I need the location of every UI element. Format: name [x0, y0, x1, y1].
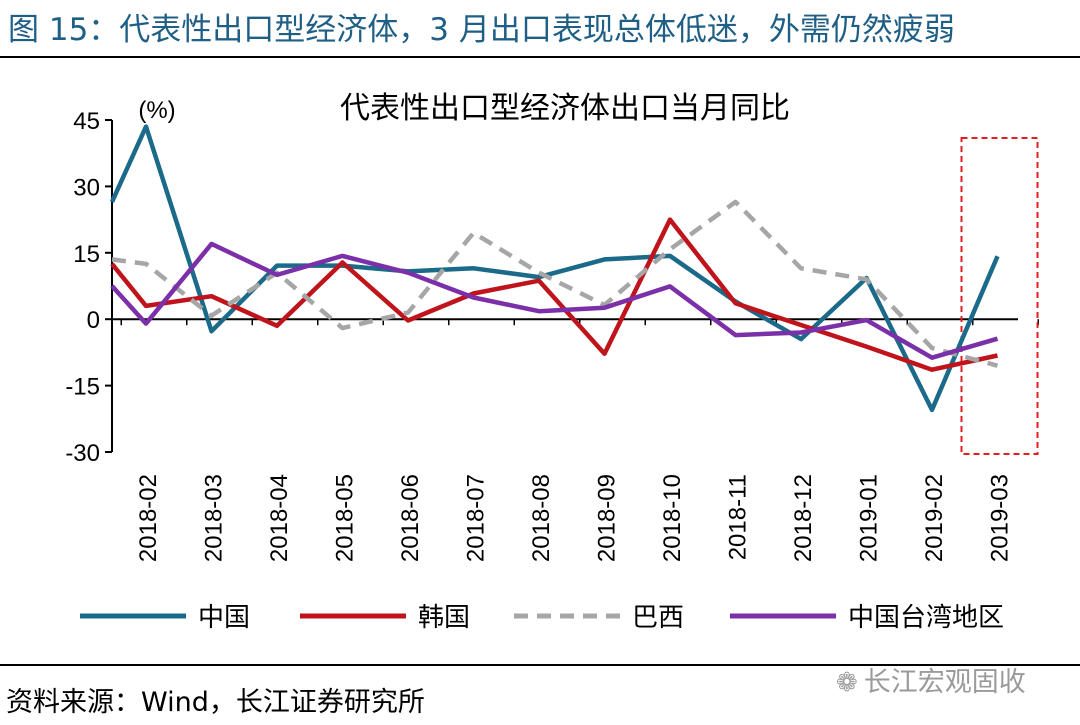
series-line-中国 — [109, 124, 1000, 413]
y-tick-label: -15 — [65, 374, 100, 401]
y-tick-label: 0 — [87, 307, 100, 334]
x-tick-label: 2018-04 — [266, 474, 293, 562]
y-tick-label: 45 — [73, 108, 100, 135]
y-tick-label: 15 — [73, 241, 100, 268]
series-line-巴西 — [111, 199, 999, 368]
series-line-韩国 — [110, 217, 998, 372]
x-tick-label: 2018-05 — [332, 474, 359, 562]
watermark: ❁ 长江宏观固收 — [836, 660, 1026, 699]
x-tick-label: 2018-02 — [135, 474, 162, 562]
x-tick-label: 2018-08 — [528, 474, 555, 562]
x-tick-label: 2018-11 — [725, 474, 752, 560]
x-tick-label: 2018-07 — [463, 474, 490, 562]
y-tick-label: -30 — [65, 440, 100, 467]
source-note: 资料来源：Wind，长江证券研究所 — [6, 687, 425, 718]
x-tick-label: 2019-02 — [921, 474, 948, 562]
top-divider — [0, 56, 1080, 58]
x-tick-label: 2018-10 — [659, 474, 686, 562]
x-tick-label: 2019-03 — [987, 474, 1014, 562]
watermark-text: 长江宏观固收 — [863, 667, 1026, 698]
legend-label: 中国 — [198, 603, 250, 633]
x-tick-label: 2018-06 — [397, 474, 424, 562]
series-line-中国台湾地区 — [110, 241, 999, 360]
legend-label: 韩国 — [418, 603, 470, 633]
x-tick-label: 2018-03 — [201, 474, 228, 562]
x-tick-label: 2018-12 — [790, 474, 817, 562]
figure-title: 图 15：代表性出口型经济体，3 月出口表现总体低迷，外需仍然疲弱 — [8, 12, 955, 48]
legend-label: 中国台湾地区 — [848, 603, 1004, 633]
highlight-box — [960, 137, 1039, 455]
legend-label: 巴西 — [632, 603, 684, 633]
x-tick-label: 2019-01 — [856, 474, 883, 562]
chart-title: 代表性出口型经济体出口当月同比 — [340, 91, 790, 126]
bottom-divider — [0, 664, 1080, 666]
x-tick-label: 2018-09 — [594, 474, 621, 562]
chart: 代表性出口型经济体出口当月同比 (%) 45 30 15 0 -15 -30 2018-02 20… — [65, 91, 1039, 633]
wechat-icon: ❁ — [836, 668, 858, 698]
y-tick-label: 30 — [73, 174, 100, 201]
y-unit-label: (%) — [138, 97, 175, 124]
